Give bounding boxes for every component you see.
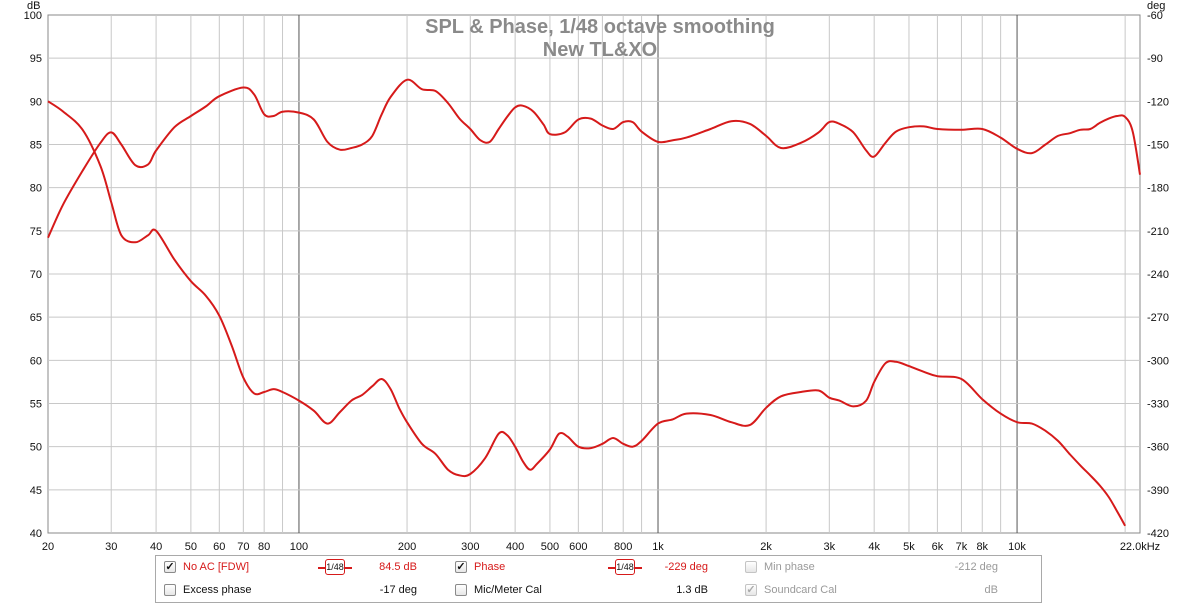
x-tick-label: 7k (956, 541, 968, 552)
left-tick-label: 50 (30, 442, 42, 454)
noac-smoothing-button[interactable]: 1/48 (318, 559, 352, 575)
x-tick-label: 400 (506, 541, 524, 552)
x-tick-label: 600 (569, 541, 587, 552)
x-tick-label: 5k (903, 541, 915, 552)
x-tick-label: 1k (652, 541, 664, 552)
x-tick-label: 80 (258, 541, 270, 552)
right-tick-label: -120 (1147, 96, 1169, 108)
legend-row-1: ✓ No AC [FDW] 1/48 84.5 dB ✓ Phase 1/48 … (156, 557, 1041, 579)
noac-checkbox[interactable]: ✓ (164, 561, 176, 573)
left-tick-label: 90 (30, 96, 42, 108)
noac-label: No AC [FDW] (183, 561, 250, 573)
excess-value: -17 deg (379, 584, 417, 596)
x-tick-label: 4k (868, 541, 880, 552)
right-tick-label: -330 (1147, 399, 1169, 411)
soundcard-checkbox[interactable]: ✓ (745, 584, 757, 596)
phase-smoothing-button[interactable]: 1/48 (608, 559, 642, 575)
x-tick-label: 300 (461, 541, 479, 552)
right-tick-label: -210 (1147, 226, 1169, 238)
phase-smoothing-value: 1/48 (615, 559, 635, 575)
minphase-value: -212 deg (954, 561, 998, 573)
chart-title: SPL & Phase, 1/48 octave smoothing (425, 16, 775, 38)
excess-checkbox[interactable] (164, 584, 176, 596)
x-tick-label: 6k (932, 541, 944, 552)
excess-label: Excess phase (183, 584, 252, 596)
left-tick-label: 40 (30, 528, 42, 540)
left-tick-label: 65 (30, 312, 42, 324)
x-tick-label: 40 (150, 541, 162, 552)
x-tick-label: 3k (824, 541, 836, 552)
noac-smoothing-value: 1/48 (325, 559, 345, 575)
x-tick-label: 800 (614, 541, 632, 552)
right-tick-label: -300 (1147, 355, 1169, 367)
x-tick-label: 22.0kHz (1120, 541, 1160, 552)
left-tick-label: 60 (30, 355, 42, 367)
x-tick-label: 2k (760, 541, 772, 552)
tick-labels: 100 -60 95 -90 90 -120 85 -150 80 -180 75 -210 70 -24… (24, 10, 1169, 552)
x-tick-label: 200 (398, 541, 416, 552)
x-tick-label: 50 (185, 541, 197, 552)
minphase-checkbox[interactable] (745, 561, 757, 573)
phase-checkbox[interactable]: ✓ (455, 561, 467, 573)
mic-label: Mic/Meter Cal (474, 584, 542, 596)
noac-value: 84.5 dB (379, 561, 417, 573)
mic-value: 1.3 dB (676, 584, 708, 596)
soundcard-label: Soundcard Cal (764, 584, 837, 596)
mic-checkbox[interactable] (455, 584, 467, 596)
minphase-label: Min phase (764, 561, 815, 573)
right-axis-unit: deg (1147, 0, 1165, 12)
x-tick-label: 60 (213, 541, 225, 552)
soundcard-value: dB (984, 584, 998, 596)
left-tick-label: 85 (30, 140, 42, 152)
x-tick-label: 8k (976, 541, 988, 552)
legend-row-2: Excess phase -17 deg Mic/Meter Cal 1.3 d… (156, 580, 1041, 602)
left-tick-label: 75 (30, 226, 42, 238)
phase-value: -229 deg (664, 561, 708, 573)
right-tick-label: -150 (1147, 140, 1169, 152)
left-tick-label: 95 (30, 53, 42, 65)
x-tick-label: 30 (105, 541, 117, 552)
left-tick-label: 100 (24, 10, 42, 22)
right-tick-label: -420 (1147, 528, 1169, 540)
right-tick-label: -60 (1147, 10, 1163, 22)
left-tick-label: 55 (30, 399, 42, 411)
right-tick-label: -390 (1147, 485, 1169, 497)
right-tick-label: -360 (1147, 442, 1169, 454)
chart-subtitle: New TL&XO (543, 39, 657, 61)
x-tick-label: 20 (42, 541, 54, 552)
x-tick-label: 500 (541, 541, 559, 552)
left-axis-unit: dB (27, 0, 40, 12)
phase-label: Phase (474, 561, 506, 573)
right-tick-label: -180 (1147, 183, 1169, 195)
x-tick-label: 70 (237, 541, 249, 552)
series-curves (47, 78, 1141, 527)
spl-curve (47, 78, 1141, 239)
legend-panel: ✓ No AC [FDW] 1/48 84.5 dB ✓ Phase 1/48 … (155, 555, 1042, 603)
left-tick-label: 80 (30, 183, 42, 195)
x-tick-label: 100 (290, 541, 308, 552)
left-tick-label: 70 (30, 269, 42, 281)
right-tick-label: -240 (1147, 269, 1169, 281)
x-tick-label: 10k (1008, 541, 1026, 552)
right-tick-label: -270 (1147, 312, 1169, 324)
phase-curve (47, 100, 1126, 527)
spl-phase-chart: 100 -60 95 -90 90 -120 85 -150 80 -180 75 -210 70 -24… (24, 0, 1169, 552)
left-tick-label: 45 (30, 485, 42, 497)
right-tick-label: -90 (1147, 53, 1163, 65)
